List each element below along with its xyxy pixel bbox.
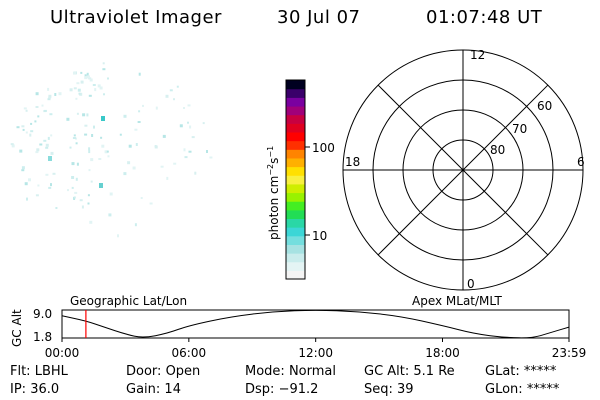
timeline-xtick-label: 00:00 (45, 346, 80, 360)
mlt-label-18: 18 (345, 155, 360, 169)
colorbar-cell (286, 192, 305, 202)
gain-label: Gain: (126, 382, 161, 397)
colorbar-cell (286, 218, 305, 228)
ip-status: IP: 36.0 (10, 382, 59, 397)
seq-status: Seq: 39 (364, 382, 414, 397)
colorbar-label-mid: s (267, 158, 281, 164)
colorbar-cell (286, 175, 305, 185)
glat-label: GLat: (485, 364, 520, 379)
timeline-xtick-label: 12:00 (298, 346, 333, 360)
colorbar-tick-10: 10 (312, 229, 327, 243)
dsp-value: −91.2 (278, 382, 319, 397)
filter-label: Flt: (10, 364, 31, 379)
colorbar-cell (286, 201, 305, 211)
mlt-label-0: 0 (467, 277, 475, 291)
image-date: 30 Jul 07 (277, 7, 361, 28)
colorbar-cell (286, 227, 305, 237)
colorbar-cell (286, 123, 305, 133)
mode-status: Mode: Normal (245, 364, 336, 379)
gcalt-value: 5.1 Re (413, 364, 455, 379)
dsp-status: Dsp: −91.2 (245, 382, 318, 397)
mode-label: Mode: (245, 364, 285, 379)
glat-status: GLat: ***** (485, 364, 556, 379)
colorbar-cell (286, 140, 305, 150)
mlt-label-12: 12 (470, 48, 485, 62)
colorbar-cell (286, 166, 305, 176)
colorbar-cell (286, 97, 305, 107)
colorbar-cell (286, 209, 305, 220)
colorbar-cell (286, 105, 305, 116)
filter-status: Flt: LBHL (10, 364, 68, 379)
glon-label: GLon: (485, 382, 523, 397)
seq-label: Seq: (364, 382, 393, 397)
colorbar-label-exp1: −2 (266, 164, 275, 176)
mode-value: Normal (288, 364, 336, 379)
timeline-right-label: Apex MLat/MLT (412, 294, 502, 308)
gcalt-status: GC Alt: 5.1 Re (364, 364, 455, 379)
lat-label-60: 60 (537, 99, 552, 113)
altitude-series-line (61, 309, 570, 339)
door-status: Door: Open (126, 364, 200, 379)
timeline-xtick-label: 18:00 (425, 346, 460, 360)
mlt-label-6: 6 (577, 155, 585, 169)
colorbar-cell (286, 183, 305, 194)
colorbar-label: photon cm−2s−1 (266, 146, 281, 240)
image-time: 01:07:48 UT (426, 7, 543, 28)
colorbar-cell (286, 235, 305, 245)
colorbar-cell (286, 270, 305, 280)
glon-status: GLon: ***** (485, 382, 559, 397)
instrument-title: Ultraviolet Imager (50, 7, 222, 28)
gain-value: 14 (164, 382, 181, 397)
timeline-xticks: 00:00 06:00 12:00 18:00 23:59 (45, 338, 587, 360)
colorbar-label-main: photon cm (267, 176, 281, 240)
colorbar-cell (286, 88, 305, 98)
glon-value: ***** (526, 382, 560, 397)
colorbar-cell (286, 80, 305, 90)
seq-value: 39 (397, 382, 414, 397)
ip-label: IP: (10, 382, 27, 397)
colorbar-tick-100: 100 (312, 141, 335, 155)
colorbar-cell (286, 157, 305, 168)
timeline-xtick-label: 23:59 (552, 346, 587, 360)
colorbar-cell (286, 261, 305, 271)
colorbar-cell (286, 253, 305, 263)
timeline-ylabel: GC Alt (10, 309, 24, 347)
door-value: Open (165, 364, 201, 379)
ip-value: 36.0 (30, 382, 60, 397)
lat-label-80: 80 (490, 143, 505, 157)
colorbar-label-exp2: −1 (266, 146, 275, 158)
colorbar-scale (286, 80, 305, 280)
timeline-xtick-label: 06:00 (172, 346, 207, 360)
colorbar-cell (286, 131, 305, 142)
timeline-ymin-label: 1.8 (33, 330, 52, 344)
glat-value: ***** (523, 364, 557, 379)
filter-value: LBHL (34, 364, 68, 379)
colorbar-cell (286, 114, 305, 124)
colorbar-cell (286, 149, 305, 159)
dsp-label: Dsp: (245, 382, 275, 397)
timeline-ymax-label: 9.0 (33, 307, 52, 321)
colorbar-cell (286, 244, 305, 254)
gcalt-label: GC Alt: (364, 364, 410, 379)
timeline-left-label: Geographic Lat/Lon (70, 294, 187, 308)
gain-status: Gain: 14 (126, 382, 181, 397)
door-label: Door: (126, 364, 162, 379)
lat-label-70: 70 (512, 122, 527, 136)
